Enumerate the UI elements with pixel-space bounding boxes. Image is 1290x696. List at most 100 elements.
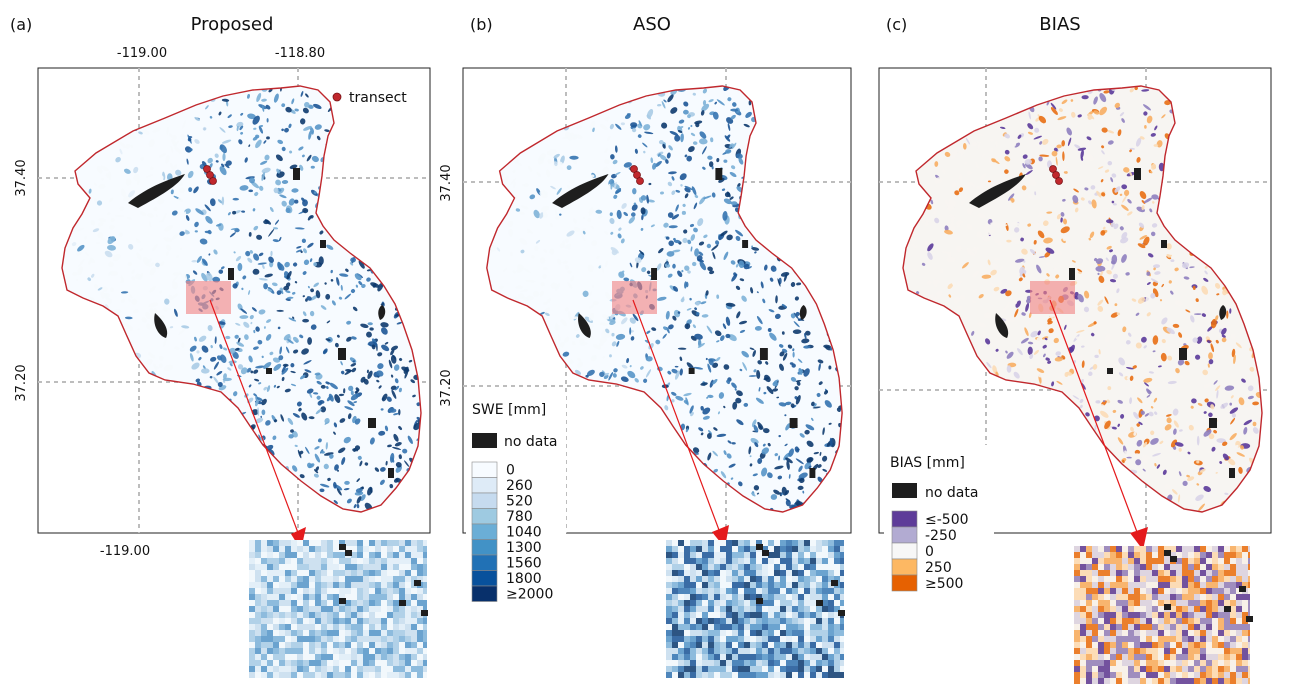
raster-cell bbox=[158, 153, 167, 158]
inset-pixel bbox=[816, 594, 822, 600]
inset-pixel bbox=[816, 648, 822, 654]
inset-pixel bbox=[786, 618, 792, 624]
inset-pixel bbox=[315, 618, 321, 624]
inset-pixel bbox=[744, 654, 750, 660]
inset-pixel bbox=[363, 564, 369, 570]
inset-pixel bbox=[411, 618, 417, 624]
inset-pixel bbox=[714, 648, 720, 654]
inset-pixel bbox=[708, 588, 714, 594]
inset-pixel bbox=[333, 642, 339, 648]
inset-pixel bbox=[333, 546, 339, 552]
raster-cell bbox=[171, 138, 177, 147]
inset-pixel bbox=[423, 564, 427, 570]
inset-pixel bbox=[774, 660, 780, 666]
inset-pixel bbox=[744, 618, 750, 624]
inset-pixel bbox=[255, 576, 261, 582]
inset-pixel bbox=[738, 648, 744, 654]
inset-pixel bbox=[690, 588, 696, 594]
inset-pixel bbox=[750, 606, 756, 612]
inset-pixel bbox=[303, 546, 309, 552]
inset-pixel bbox=[792, 612, 798, 618]
inset-pixel bbox=[780, 558, 786, 564]
raster-cell bbox=[313, 392, 319, 395]
inset-pixel bbox=[303, 570, 309, 576]
inset-pixel bbox=[261, 594, 267, 600]
inset-pixel bbox=[273, 546, 279, 552]
raster-cell bbox=[263, 283, 269, 290]
inset-pixel bbox=[714, 576, 720, 582]
inset-pixel bbox=[696, 570, 702, 576]
raster-cell bbox=[266, 319, 272, 323]
raster-cell bbox=[393, 364, 400, 371]
raster-cell bbox=[353, 504, 357, 509]
inset-pixel bbox=[303, 654, 309, 660]
inset-pixel bbox=[834, 540, 840, 546]
panel-b-inset bbox=[666, 540, 845, 678]
inset-pixel bbox=[249, 624, 255, 630]
inset-pixel bbox=[756, 612, 762, 618]
inset-pixel bbox=[375, 570, 381, 576]
inset-pixel bbox=[834, 630, 840, 636]
inset-pixel bbox=[279, 570, 285, 576]
inset-pixel bbox=[369, 564, 375, 570]
inset-pixel bbox=[291, 666, 297, 672]
raster-cell bbox=[232, 210, 237, 215]
inset-pixel bbox=[720, 546, 726, 552]
inset-pixel bbox=[315, 600, 321, 606]
inset-pixel bbox=[810, 624, 816, 630]
inset-pixel bbox=[261, 600, 267, 606]
inset-pixel bbox=[810, 642, 816, 648]
inset-pixel bbox=[708, 618, 714, 624]
inset-pixel bbox=[708, 558, 714, 564]
inset-pixel bbox=[738, 654, 744, 660]
inset-pixel bbox=[261, 540, 267, 546]
raster-cell bbox=[288, 198, 295, 206]
raster-cell bbox=[221, 266, 225, 270]
inset-pixel bbox=[387, 618, 393, 624]
raster-cell bbox=[309, 393, 313, 398]
inset-pixel bbox=[369, 594, 375, 600]
inset-pixel bbox=[684, 624, 690, 630]
raster-cell bbox=[262, 264, 265, 270]
inset-pixel bbox=[702, 660, 708, 666]
raster-cell bbox=[149, 221, 152, 228]
inset-pixel bbox=[738, 576, 744, 582]
inset-pixel bbox=[750, 642, 756, 648]
inset-pixel bbox=[786, 642, 792, 648]
inset-pixel bbox=[708, 546, 714, 552]
inset-pixel bbox=[357, 642, 363, 648]
inset-nodata bbox=[345, 550, 352, 556]
inset-pixel bbox=[810, 594, 816, 600]
inset-pixel bbox=[798, 582, 804, 588]
inset-pixel bbox=[369, 582, 375, 588]
raster-cell bbox=[292, 413, 300, 418]
panel-b-zoom-box bbox=[612, 281, 657, 314]
inset-pixel bbox=[339, 624, 345, 630]
inset-pixel bbox=[303, 600, 309, 606]
inset-pixel bbox=[816, 612, 822, 618]
raster-cell bbox=[165, 251, 170, 256]
inset-pixel bbox=[405, 582, 411, 588]
inset-pixel bbox=[345, 564, 351, 570]
raster-cell bbox=[89, 257, 96, 264]
raster-cell bbox=[141, 317, 147, 323]
inset-pixel bbox=[249, 648, 255, 654]
inset-pixel bbox=[714, 624, 720, 630]
inset-pixel bbox=[333, 660, 339, 666]
inset-pixel bbox=[285, 666, 291, 672]
inset-pixel bbox=[672, 576, 678, 582]
inset-pixel bbox=[309, 660, 315, 666]
inset-pixel bbox=[756, 570, 762, 576]
inset-pixel bbox=[780, 642, 786, 648]
inset-pixel bbox=[696, 630, 702, 636]
inset-pixel bbox=[738, 666, 744, 672]
inset-pixel bbox=[798, 660, 804, 666]
raster-cell bbox=[337, 469, 339, 472]
inset-pixel bbox=[291, 654, 297, 660]
transect-point bbox=[636, 177, 644, 185]
inset-pixel bbox=[666, 570, 672, 576]
raster-cell bbox=[97, 287, 103, 291]
inset-pixel bbox=[720, 558, 726, 564]
raster-cell bbox=[93, 284, 99, 289]
raster-cell bbox=[273, 93, 279, 103]
